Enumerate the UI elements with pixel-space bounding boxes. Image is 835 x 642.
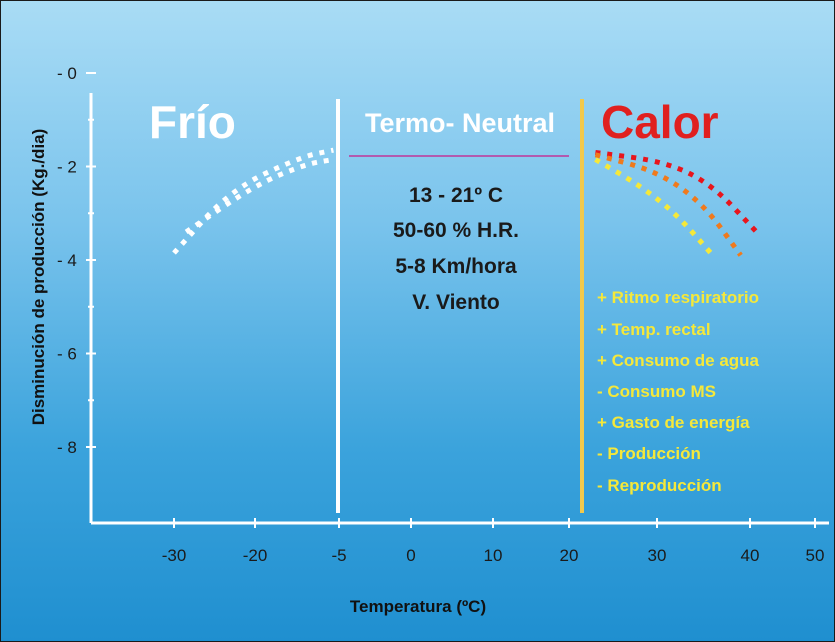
x-ticks: -30 -20 -5 0 10 20 30 40 50	[162, 518, 825, 565]
y-axis-title: Disminución de producción (Kg./dia)	[29, 129, 48, 426]
x-tick-label: -20	[243, 546, 268, 565]
x-tick-label: -30	[162, 546, 187, 565]
neutral-condition-humidity: 50-60 % H.R.	[393, 219, 519, 242]
y-tick-label: - 8	[57, 438, 77, 457]
x-tick-label: 20	[560, 546, 579, 565]
neutral-zone-title: Termo- Neutral	[365, 108, 555, 138]
y-ticks: - 0 - 2 - 4 - 6 - 8	[57, 64, 96, 457]
x-tick-label: 10	[484, 546, 503, 565]
hot-curve-3	[595, 149, 759, 234]
neutral-condition-wind-speed: 5-8 Km/hora	[395, 255, 517, 278]
hot-zone-title: Calor	[601, 96, 719, 148]
x-tick-label: -5	[331, 546, 346, 565]
curves	[172, 147, 759, 257]
neutral-condition-wind: V. Viento	[412, 291, 500, 314]
y-tick-label: - 2	[57, 158, 77, 177]
heat-effect-dry-matter: - Consumo MS	[597, 382, 716, 401]
x-tick-label: 30	[648, 546, 667, 565]
heat-effect-water-intake: + Consumo de agua	[597, 351, 760, 370]
x-axis-title: Temperatura (ºC)	[350, 597, 486, 616]
x-tick-label: 50	[806, 546, 825, 565]
neutral-condition-temp: 13 - 21º C	[409, 184, 503, 207]
heat-effect-production: - Producción	[597, 444, 701, 463]
heat-effect-respiration: + Ritmo respiratorio	[597, 288, 759, 307]
x-tick-label: 0	[406, 546, 415, 565]
cold-curve-1	[172, 147, 334, 255]
heat-effect-energy: + Gasto de energía	[597, 413, 750, 432]
heat-effect-rectal-temp: + Temp. rectal	[597, 320, 711, 339]
heat-effect-reproduction: - Reproducción	[597, 476, 722, 495]
y-tick-label: - 6	[57, 345, 77, 364]
x-tick-label: 40	[741, 546, 760, 565]
y-tick-label: - 4	[57, 251, 77, 270]
cold-zone-title: Frío	[149, 96, 236, 148]
y-tick-label: - 0	[57, 64, 77, 83]
cold-curve-2	[184, 157, 334, 235]
